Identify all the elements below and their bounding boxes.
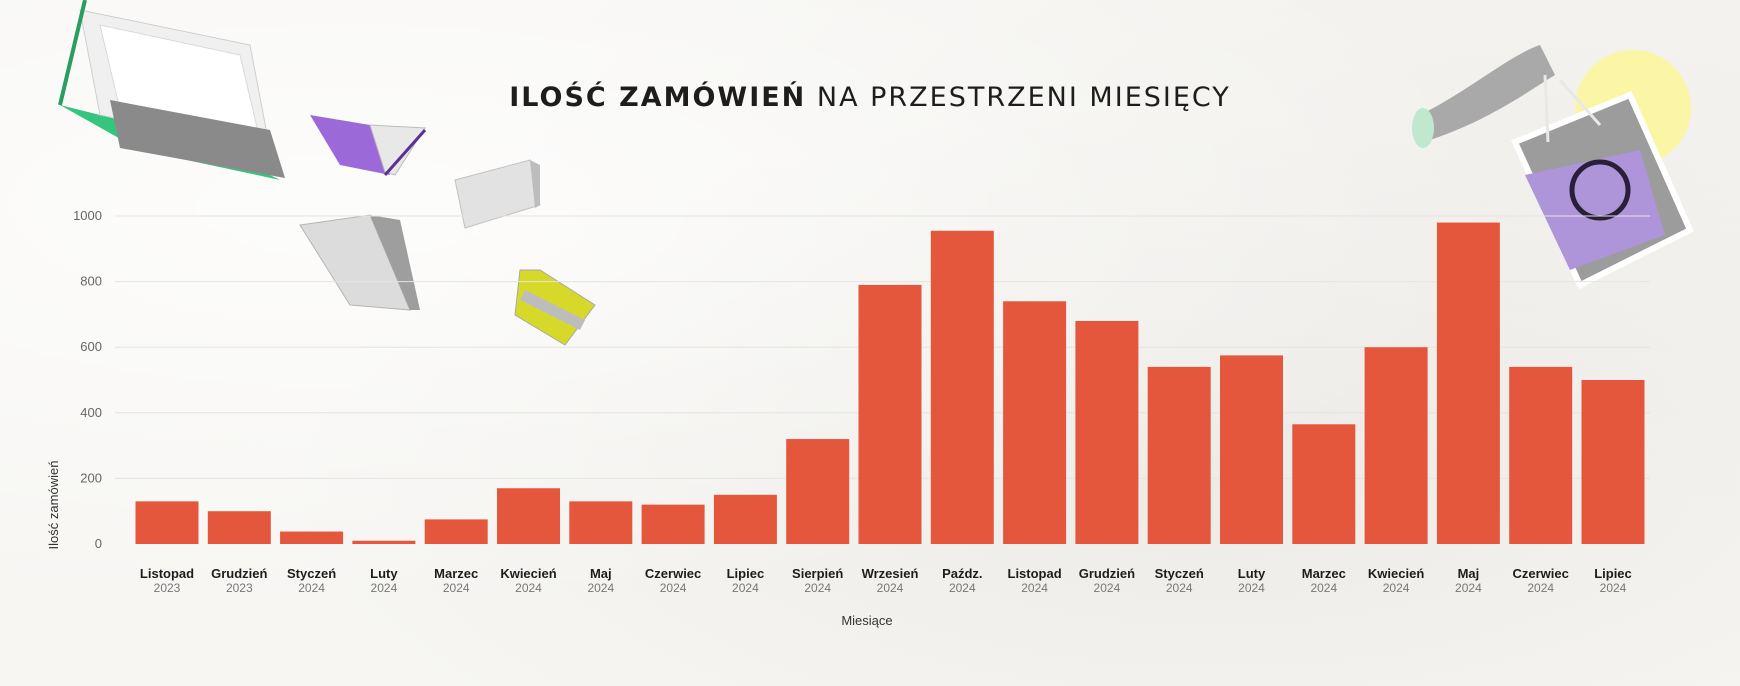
x-tick-month: Czerwiec (645, 566, 701, 581)
x-tick-month: Paźdz. (942, 566, 982, 581)
bar (930, 230, 994, 544)
x-tick-month: Luty (1238, 566, 1266, 581)
x-tick-month: Lipiec (727, 566, 765, 581)
bar (1509, 366, 1573, 544)
bar (641, 504, 705, 544)
x-tick-month: Kwiecień (1368, 566, 1424, 581)
x-tick-month: Wrzesień (862, 566, 919, 581)
y-tick-label: 1000 (73, 208, 102, 223)
hand-with-shopping-bag-icon (1412, 45, 1694, 290)
x-tick-year: 2024 (1094, 581, 1121, 595)
bar (569, 501, 633, 544)
x-tick-year: 2024 (1310, 581, 1337, 595)
x-tick-year: 2024 (949, 581, 976, 595)
x-tick-year: 2024 (371, 581, 398, 595)
x-tick-year: 2023 (154, 581, 181, 595)
x-tick-year: 2024 (587, 581, 614, 595)
bar (352, 540, 416, 544)
x-tick-month: Maj (1458, 566, 1480, 581)
x-tick-month: Lipiec (1594, 566, 1632, 581)
bar (280, 531, 344, 544)
x-tick-month: Listopad (140, 566, 194, 581)
x-tick-year: 2024 (1166, 581, 1193, 595)
bar (786, 439, 850, 544)
y-tick-label: 800 (80, 274, 102, 289)
x-axis-title: Miesiące (841, 613, 892, 628)
x-tick-month: Maj (590, 566, 612, 581)
chart-title-light: NA PRZESTRZENI MIESIĘCY (816, 82, 1231, 113)
bar (1581, 380, 1645, 544)
x-tick-month: Listopad (1008, 566, 1062, 581)
flying-books-icon (58, 0, 596, 346)
bar (497, 488, 560, 544)
bar (1292, 424, 1356, 544)
x-tick-year: 2024 (443, 581, 470, 595)
bar (713, 494, 777, 544)
x-tick-year: 2024 (732, 581, 759, 595)
y-axis-title: Ilość zamówień (46, 461, 61, 550)
bar (207, 511, 271, 544)
x-tick-year: 2024 (1021, 581, 1048, 595)
x-tick-year: 2024 (804, 581, 831, 595)
x-tick-year: 2024 (298, 581, 325, 595)
y-tick-label: 600 (80, 339, 102, 354)
x-tick-year: 2024 (515, 581, 542, 595)
bar (1147, 366, 1211, 544)
x-tick-year: 2023 (226, 581, 253, 595)
bar (858, 284, 922, 544)
bar (1436, 222, 1500, 544)
x-tick-year: 2024 (1455, 581, 1482, 595)
bar (424, 519, 488, 544)
x-tick-year: 2024 (877, 581, 904, 595)
x-tick-year: 2024 (1383, 581, 1410, 595)
y-tick-label: 0 (95, 536, 102, 551)
y-tick-label: 200 (80, 470, 102, 485)
x-tick-month: Grudzień (1079, 566, 1135, 581)
x-tick-month: Czerwiec (1513, 566, 1569, 581)
bar (135, 501, 199, 544)
bar (1075, 320, 1139, 544)
x-tick-month: Marzec (1302, 566, 1346, 581)
x-tick-month: Kwiecień (500, 566, 556, 581)
x-tick-year: 2024 (1238, 581, 1265, 595)
bar (1220, 355, 1283, 544)
x-tick-month: Styczeń (287, 566, 336, 581)
chart-title-bold: ILOŚĆ ZAMÓWIEŃ (509, 82, 807, 113)
x-tick-year: 2024 (1600, 581, 1627, 595)
chart-title: ILOŚĆ ZAMÓWIEŃ NA PRZESTRZENI MIESIĘCY (0, 82, 1740, 113)
bar (1003, 301, 1067, 544)
y-tick-label: 400 (80, 405, 102, 420)
x-tick-month: Styczeń (1155, 566, 1204, 581)
x-tick-year: 2024 (660, 581, 687, 595)
x-tick-month: Grudzień (211, 566, 267, 581)
x-tick-month: Sierpień (792, 566, 843, 581)
x-tick-month: Luty (370, 566, 398, 581)
x-tick-month: Marzec (434, 566, 478, 581)
bar (1364, 347, 1428, 544)
x-tick-year: 2024 (1527, 581, 1554, 595)
